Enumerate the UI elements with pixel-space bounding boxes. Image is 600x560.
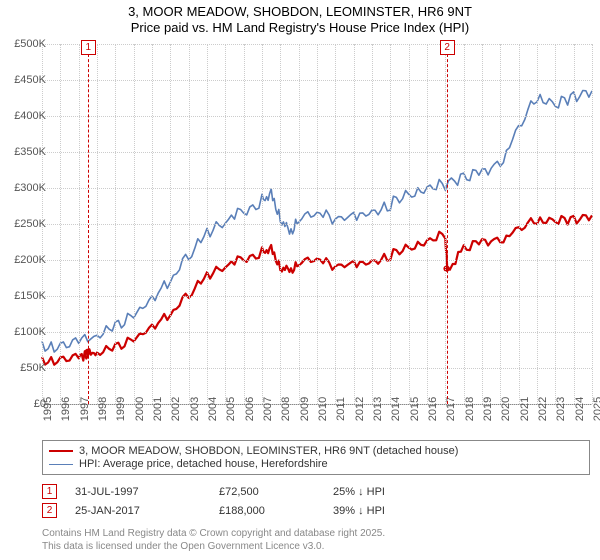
x-axis-label: 2023: [555, 397, 567, 421]
gridline-v: [409, 44, 410, 404]
y-axis-label: £250K: [0, 218, 46, 230]
title-block: 3, MOOR MEADOW, SHOBDON, LEOMINSTER, HR6…: [0, 0, 600, 37]
x-axis-label: 2007: [262, 397, 274, 421]
x-axis-label: 1999: [115, 397, 127, 421]
gridline-v: [592, 44, 593, 404]
x-axis-label: 2004: [207, 397, 219, 421]
gridline-v: [464, 44, 465, 404]
gridline-v: [280, 44, 281, 404]
gridline-v: [79, 44, 80, 404]
y-axis-label: £200K: [0, 254, 46, 266]
gridline-v: [262, 44, 263, 404]
x-axis-label: 2025: [592, 397, 600, 421]
x-axis-label: 2001: [152, 397, 164, 421]
attribution-line-1: Contains HM Land Registry data © Crown c…: [42, 528, 385, 541]
y-axis-label: £50K: [0, 362, 46, 374]
y-axis-label: £450K: [0, 74, 46, 86]
annotation-row-1: 1 31-JUL-1997 £72,500 25% ↓ HPI: [42, 484, 453, 499]
x-axis-label: 1997: [79, 397, 91, 421]
marker-line-1: [88, 44, 89, 404]
annotation-marker-1: 1: [42, 484, 57, 499]
title-line-1: 3, MOOR MEADOW, SHOBDON, LEOMINSTER, HR6…: [0, 4, 600, 20]
attribution-line-2: This data is licensed under the Open Gov…: [42, 541, 385, 554]
y-axis-label: £400K: [0, 110, 46, 122]
annotation-price-1: £72,500: [219, 486, 329, 498]
gridline-v: [244, 44, 245, 404]
y-axis-label: £150K: [0, 290, 46, 302]
annotation-price-2: £188,000: [219, 505, 329, 517]
marker-box-1: 1: [81, 40, 96, 55]
gridline-v: [207, 44, 208, 404]
y-axis-label: £100K: [0, 326, 46, 338]
y-axis-label: £500K: [0, 38, 46, 50]
annotation-pct-2: 39% ↓ HPI: [333, 505, 453, 517]
annotation-pct-1: 25% ↓ HPI: [333, 486, 453, 498]
gridline-v: [60, 44, 61, 404]
y-axis-label: £350K: [0, 146, 46, 158]
gridline-v: [574, 44, 575, 404]
legend: 3, MOOR MEADOW, SHOBDON, LEOMINSTER, HR6…: [42, 440, 590, 475]
x-axis-label: 2011: [335, 397, 347, 421]
x-axis-label: 2005: [225, 397, 237, 421]
gridline-v: [427, 44, 428, 404]
x-axis-label: 2010: [317, 397, 329, 421]
legend-label-price-paid: 3, MOOR MEADOW, SHOBDON, LEOMINSTER, HR6…: [79, 445, 458, 457]
gridline-v: [97, 44, 98, 404]
x-axis-label: 2003: [189, 397, 201, 421]
marker-line-2: [447, 44, 448, 404]
marker-box-2: 2: [440, 40, 455, 55]
gridline-v: [500, 44, 501, 404]
x-axis-label: 2024: [574, 397, 586, 421]
chart-area: 1995199619971998199920002001200220032004…: [42, 44, 592, 405]
x-axis-label: 1998: [97, 397, 109, 421]
gridline-v: [482, 44, 483, 404]
x-axis-label: 2014: [390, 397, 402, 421]
x-axis-label: 2020: [500, 397, 512, 421]
gridline-v: [317, 44, 318, 404]
x-axis-label: 2009: [299, 397, 311, 421]
legend-item-price-paid: 3, MOOR MEADOW, SHOBDON, LEOMINSTER, HR6…: [49, 445, 583, 457]
x-axis-label: 2013: [372, 397, 384, 421]
x-axis-label: 1996: [60, 397, 72, 421]
annotation-row-2: 2 25-JAN-2017 £188,000 39% ↓ HPI: [42, 503, 453, 518]
gridline-v: [115, 44, 116, 404]
annotation-table: 1 31-JUL-1997 £72,500 25% ↓ HPI 2 25-JAN…: [42, 484, 453, 522]
annotation-date-1: 31-JUL-1997: [75, 486, 215, 498]
attribution: Contains HM Land Registry data © Crown c…: [42, 528, 385, 553]
gridline-v: [537, 44, 538, 404]
y-axis-label: £0: [0, 398, 46, 410]
gridline-v: [555, 44, 556, 404]
x-axis-label: 2016: [427, 397, 439, 421]
x-axis-label: 2015: [409, 397, 421, 421]
x-axis-label: 2012: [354, 397, 366, 421]
gridline-v: [372, 44, 373, 404]
gridline-v: [170, 44, 171, 404]
gridline-v: [299, 44, 300, 404]
gridline-v: [225, 44, 226, 404]
legend-item-hpi: HPI: Average price, detached house, Here…: [49, 458, 583, 470]
gridline-v: [390, 44, 391, 404]
gridline-v: [189, 44, 190, 404]
x-axis-label: 2021: [519, 397, 531, 421]
gridline-v: [335, 44, 336, 404]
legend-swatch-hpi: [49, 464, 73, 465]
x-axis-label: 2000: [134, 397, 146, 421]
gridline-v: [134, 44, 135, 404]
x-axis-label: 2018: [464, 397, 476, 421]
x-axis-label: 2008: [280, 397, 292, 421]
x-axis-label: 2002: [170, 397, 182, 421]
x-axis-label: 2006: [244, 397, 256, 421]
chart-container: 3, MOOR MEADOW, SHOBDON, LEOMINSTER, HR6…: [0, 0, 600, 560]
x-axis-label: 2019: [482, 397, 494, 421]
legend-label-hpi: HPI: Average price, detached house, Here…: [79, 458, 328, 470]
annotation-marker-2: 2: [42, 503, 57, 518]
annotation-date-2: 25-JAN-2017: [75, 505, 215, 517]
gridline-v: [152, 44, 153, 404]
title-line-2: Price paid vs. HM Land Registry's House …: [0, 20, 600, 36]
x-axis-label: 2022: [537, 397, 549, 421]
legend-swatch-price-paid: [49, 450, 73, 452]
gridline-v: [354, 44, 355, 404]
gridline-v: [519, 44, 520, 404]
y-axis-label: £300K: [0, 182, 46, 194]
